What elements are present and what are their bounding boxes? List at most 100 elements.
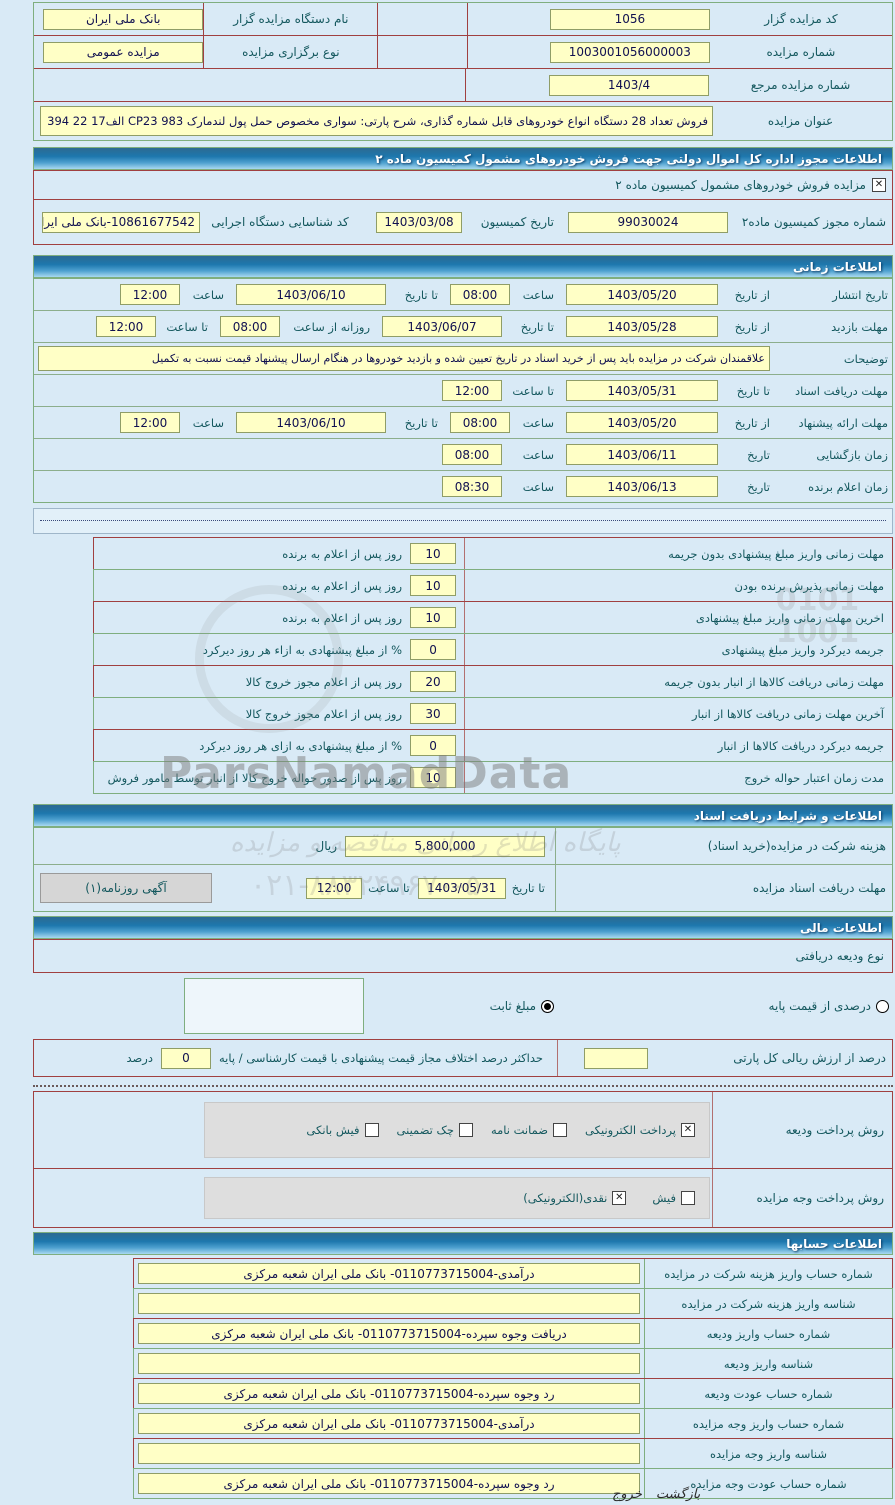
newspaper-ad-button[interactable]: آگهی روزنامه(۱) <box>40 873 212 903</box>
term-value-input[interactable]: 10 <box>410 575 456 596</box>
table-row: شماره حساب واریز وجه مزایده درآمدی-01107… <box>133 1408 893 1439</box>
visit-to-time-input[interactable]: 12:00 <box>96 316 156 337</box>
table-row: مهلت زمانی دریافت کالاها از انبار بدون ج… <box>93 665 893 698</box>
hold-type-label: نوع برگزاری مزایده <box>242 45 340 59</box>
opening-date-input[interactable]: 1403/06/11 <box>566 444 718 465</box>
docs-deadline-date-input[interactable]: 1403/05/31 <box>417 877 506 899</box>
winner-label: زمان اعلام برنده <box>808 479 888 494</box>
deposit-type-options-row: درصدی از قیمت پایه مبلغ ثابت <box>33 973 893 1039</box>
docs-deadline-label: مهلت دریافت اسناد <box>795 383 888 398</box>
exit-link[interactable]: خروج <box>612 1487 642 1502</box>
account-input[interactable] <box>138 1443 640 1464</box>
max-diff-label: حداکثر درصد اختلاف مجاز قیمت پیشنهادی با… <box>219 1040 558 1076</box>
visit-from-time-input[interactable]: 08:00 <box>220 316 280 337</box>
account-input[interactable]: درآمدی-0110773715004- بانک ملی ایران شعب… <box>138 1263 640 1284</box>
auction-title-input[interactable]: فروش تعداد 28 دستگاه انواع خودروهای قابل… <box>40 106 713 136</box>
notes-input[interactable]: علاقمندان شرکت در مزایده باید پس از خرید… <box>38 346 770 371</box>
fixed-amount-radio[interactable] <box>541 999 554 1013</box>
winner-time-input[interactable]: 08:30 <box>442 476 502 497</box>
max-diff-input[interactable]: 0 <box>160 1047 211 1069</box>
visit-to-date-input[interactable]: 1403/06/07 <box>382 316 502 337</box>
percent-of-base-radio[interactable] <box>876 999 889 1013</box>
table-row: جریمه دیرکرد دریافت کالاها از انبار 0 % … <box>93 729 893 762</box>
commission-date-input[interactable]: 1403/03/08 <box>376 211 462 233</box>
offer-to-time-input[interactable]: 12:00 <box>120 412 180 433</box>
bank-receipt-checkbox[interactable] <box>364 1123 379 1137</box>
auction-no-label: شماره مزایده <box>766 45 836 59</box>
publish-from-date-input[interactable]: 1403/05/20 <box>566 284 718 305</box>
table-row: کد مزایده گزار 1056 نام دستگاه مزایده گز… <box>34 3 892 36</box>
term-value-input[interactable]: 0 <box>410 735 456 756</box>
cash-electronic-label: نقدی(الکترونیکی) <box>523 1191 608 1205</box>
permit-no-input[interactable]: 99030024 <box>568 211 728 233</box>
agency-id-input[interactable]: 10861677542-بانک ملی ایران <box>42 211 200 233</box>
table-row: شماره حساب عودت ودیعه رد وجوه سپرده-0110… <box>133 1378 893 1409</box>
term-value-input[interactable]: 30 <box>410 703 456 724</box>
account-input[interactable] <box>138 1293 640 1314</box>
opening-time-input[interactable]: 08:00 <box>442 444 502 465</box>
table-row: شماره حساب واریز ودیعه دریافت وجوه سپرده… <box>133 1318 893 1349</box>
winner-date-input[interactable]: 1403/06/13 <box>566 476 718 497</box>
term-value-input[interactable]: 10 <box>410 543 456 564</box>
section-header-financial: اطلاعات مالی <box>33 916 893 939</box>
term-value-input[interactable]: 10 <box>410 767 456 788</box>
cash-electronic-checkbox[interactable] <box>612 1191 627 1205</box>
participation-fee-input[interactable]: 5,800,000 <box>345 835 545 857</box>
term-suffix: روز پس از اعلام مجوز خروج کالا <box>245 674 402 689</box>
docs-to-date-input[interactable]: 1403/05/31 <box>566 380 718 401</box>
org-name-input[interactable]: بانک ملی ایران <box>43 8 204 30</box>
offer-to-date-input[interactable]: 1403/06/10 <box>236 412 386 433</box>
account-input[interactable]: رد وجوه سپرده-0110773715004- بانک ملی ای… <box>138 1473 640 1494</box>
account-label: شناسه واریز ودیعه <box>644 1349 892 1378</box>
hour-label: ساعت <box>522 479 554 494</box>
guarantee-letter-checkbox[interactable] <box>553 1123 568 1137</box>
section-header-docs: اطلاعات و شرایط دریافت اسناد <box>33 804 893 827</box>
auction-no-input[interactable]: 1003001056000003 <box>549 41 710 63</box>
to-date-label: تا تاریخ <box>404 287 438 302</box>
percent-of-total-label: درصد از ارزش ریالی کل پارتی <box>733 1051 886 1065</box>
receipt-checkbox[interactable] <box>681 1191 695 1205</box>
bidder-code-input[interactable]: 1056 <box>549 8 710 30</box>
account-input[interactable]: درآمدی-0110773715004- بانک ملی ایران شعب… <box>138 1413 640 1434</box>
to-date-label: تا تاریخ <box>520 319 554 334</box>
to-date-label: تا تاریخ <box>404 415 438 430</box>
table-row: آخرین مهلت زمانی دریافت کالاها از انبار … <box>93 697 893 730</box>
percent-of-total-input[interactable] <box>584 1047 648 1069</box>
commission-auction-checkbox[interactable] <box>872 178 886 192</box>
ref-no-input[interactable]: 1403/4 <box>549 74 709 96</box>
electronic-payment-checkbox[interactable] <box>681 1123 695 1137</box>
account-input[interactable]: رد وجوه سپرده-0110773715004- بانک ملی ای… <box>138 1383 640 1404</box>
table-row: شماره مزایده مرجع 1403/4 <box>34 69 892 102</box>
account-label: شناسه واریز وجه مزایده <box>644 1439 892 1468</box>
bidder-code-label: کد مزایده گزار <box>764 12 838 26</box>
certified-check-checkbox[interactable] <box>458 1123 473 1137</box>
publish-to-date-input[interactable]: 1403/06/10 <box>236 284 386 305</box>
table-row: شماره مزایده 1003001056000003 نوع برگزار… <box>34 36 892 69</box>
publish-from-time-input[interactable]: 08:00 <box>450 284 510 305</box>
account-input[interactable] <box>138 1353 640 1374</box>
term-value-input[interactable]: 10 <box>410 607 456 628</box>
offer-from-time-input[interactable]: 08:00 <box>450 412 510 433</box>
term-suffix: % از مبلغ پیشنهادی به ازاء هر روز دیرکرد <box>202 642 402 657</box>
term-label: اخرین مهلت زمانی واریز مبلغ پیشنهادی <box>464 602 892 633</box>
docs-deadline-time-input[interactable]: 12:00 <box>306 877 363 899</box>
docs-to-time-input[interactable]: 12:00 <box>442 380 502 401</box>
term-value-input[interactable]: 20 <box>410 671 456 692</box>
account-input[interactable]: دریافت وجوه سپرده-0110773715004- بانک مل… <box>138 1323 640 1344</box>
table-row: شناسه واریز ودیعه <box>133 1348 893 1379</box>
hold-type-input[interactable]: مزایده عمومی <box>43 41 204 63</box>
term-label: مهلت زمانی واریز مبلغ پیشنهادی بدون جریم… <box>464 538 892 569</box>
term-suffix: روز پس از اعلام به برنده <box>282 546 402 561</box>
publish-to-time-input[interactable]: 12:00 <box>120 284 180 305</box>
term-value-input[interactable]: 0 <box>410 639 456 660</box>
visit-from-date-input[interactable]: 1403/05/28 <box>566 316 718 337</box>
percent-unit-label: درصد <box>126 1051 153 1065</box>
hour-label: ساعت <box>522 287 554 302</box>
term-suffix: % از مبلغ پیشنهادی به ازای هر روز دیرکرد <box>199 738 402 753</box>
commission-auction-label: مزایده فروش خودروهای مشمول کمیسیون ماده … <box>615 178 866 192</box>
dotted-separator <box>33 508 893 534</box>
offer-from-date-input[interactable]: 1403/05/20 <box>566 412 718 433</box>
back-link[interactable]: بازگشت <box>655 1487 701 1502</box>
account-label: شناسه واریز هزینه شرکت در مزایده <box>644 1289 892 1318</box>
table-row: شناسه واریز هزینه شرکت در مزایده <box>133 1288 893 1319</box>
